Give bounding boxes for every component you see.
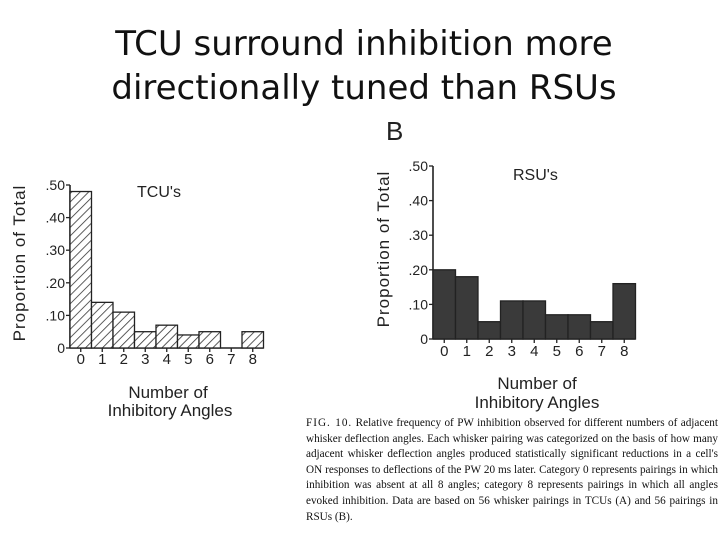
panel-b-bar-5 [544,314,569,340]
panel-a-bar-5 [176,334,200,349]
panel-b-bar-1 [454,276,479,340]
panel-b-x-tick-label-2: 2 [485,343,493,360]
slide-title-line-1: TCU surround inhibition more [115,24,613,64]
panel-a-y-tick-label: .20 [46,275,66,291]
panel-a-bar-6 [198,331,222,349]
panel-a-x-tick-label-1: 1 [98,351,106,368]
panel-b-x-tick-label-5: 5 [553,343,561,360]
panel-b-xlabel-line-2: Inhibitory Angles [475,393,600,412]
panel-a-bar-1 [90,301,114,349]
panel-b-y-tick-label: .40 [409,193,429,209]
panel-a-x-tick-label-6: 6 [206,351,214,368]
panel-a-ylabel: Proportion of Total [10,185,29,342]
slide-title: TCU surround inhibition more directional… [0,22,728,110]
panel-a-x-tick-label-2: 2 [120,351,128,368]
caption-text: Relative frequency of PW inhibition obse… [306,417,719,523]
panel-b-xlabel-line-1: Number of [497,374,577,393]
panel-b-x-tick-label-6: 6 [575,343,583,360]
chart-panel-a: TCU's Proportion of Total Number of Inhi… [10,177,265,420]
panel-b-x-tick-label-1: 1 [463,343,471,360]
panel-a-y-tick-label: .10 [46,307,66,323]
panel-b-plot: 0.10.20.30.40.500 1 2 3 4 5 6 7 8 [409,158,637,360]
panel-b-x-tick-label-3: 3 [508,343,516,360]
panel-a-x-tick-label-4: 4 [163,351,171,368]
panel-b-x-tick-label-7: 7 [598,343,606,360]
panel-a-x-tick-label-0: 0 [77,351,85,368]
panel-a-bar-2 [112,311,136,349]
panel-a-title: TCU's [137,184,181,201]
panel-a-y-tick-label: .40 [46,210,66,226]
slide-title-line-2: directionally tuned than RSUs [111,68,617,108]
panel-b-bar-2 [477,321,502,340]
panel-b-bar-8 [612,282,637,340]
caption-label: FIG. 10. [306,417,353,429]
panel-a-xlabel-line-2: Inhibitory Angles [108,401,233,420]
panel-b-letter: B [386,116,403,146]
panel-a-bar-3 [133,331,157,349]
panel-b-bar-3 [499,300,524,340]
panel-b-y-tick-label: .30 [409,227,429,243]
panel-a-x-tick-label-3: 3 [141,351,149,368]
panel-a-bar-4 [155,324,179,349]
panel-a-x-tick-label-8: 8 [249,351,257,368]
panel-b-y-tick-label: .10 [409,296,429,312]
panel-a-bar-8 [241,331,265,349]
panel-a-bar-0 [69,190,93,349]
panel-b-ylabel: Proportion of Total [374,171,393,328]
panel-a-y-tick-label: .50 [46,177,66,193]
panel-b-y-tick-label: 0 [420,331,428,347]
panel-b-y-tick-label: .20 [409,262,429,278]
panel-a-y-tick-label: .30 [46,242,66,258]
panel-a-y-tick-label: 0 [57,340,65,356]
panel-b-title: RSU's [513,167,558,184]
panel-a-plot: 0.10.20.30.40.500 1 2 3 4 5 6 7 8 [46,177,265,368]
panel-a-x-tick-label-7: 7 [227,351,235,368]
panel-b-bar-6 [567,314,592,340]
panel-b-x-tick-label-4: 4 [530,343,538,360]
panel-b-bar-0 [432,269,457,340]
chart-panel-b: B RSU's Proportion of Total Number of In… [374,116,637,412]
panel-b-x-tick-label-8: 8 [620,343,628,360]
panel-b-x-tick-label-0: 0 [440,343,448,360]
panel-a-x-tick-label-5: 5 [184,351,192,368]
panel-a-xlabel-line-1: Number of [128,383,208,402]
panel-b-y-tick-label: .50 [409,158,429,174]
panel-b-bar-4 [522,300,547,340]
panel-b-bar-7 [589,321,614,340]
figure-caption: FIG. 10. Relative frequency of PW inhibi… [306,416,718,525]
